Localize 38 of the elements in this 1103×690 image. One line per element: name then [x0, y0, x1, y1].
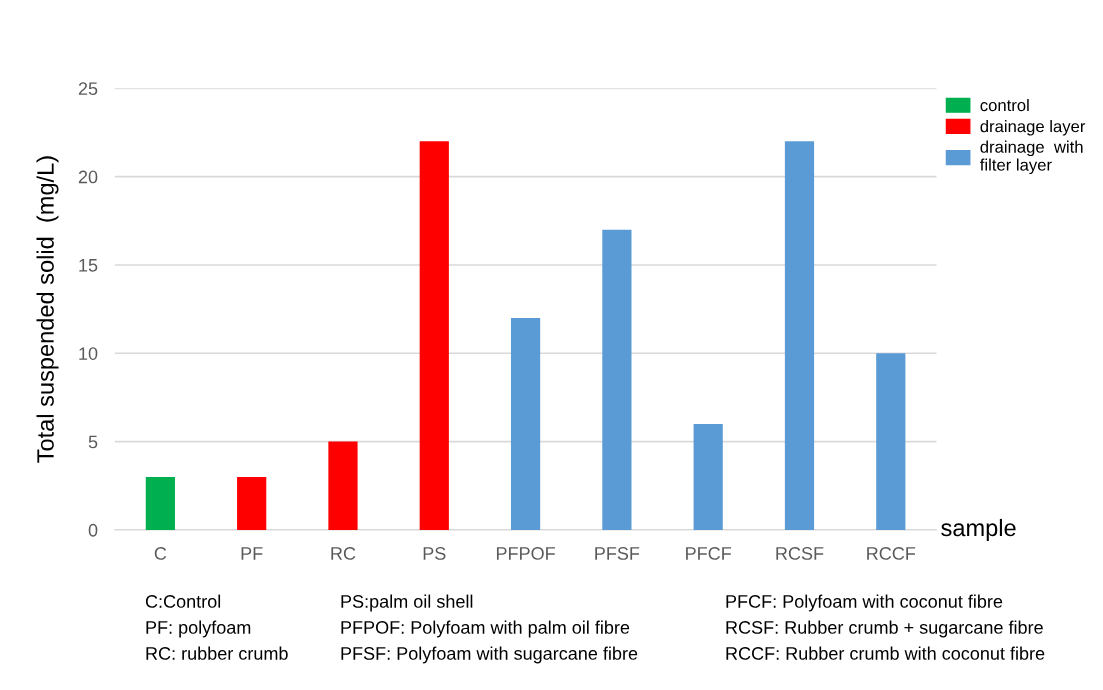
y-tick-label: 20	[78, 170, 98, 184]
legend-label: drainage layer	[980, 120, 1086, 136]
y-tick-label: 0	[88, 523, 98, 537]
text: RC: rubber crumb	[146, 646, 288, 660]
text: C:Control	[145, 594, 221, 608]
y-tick-label: 15	[79, 259, 98, 272]
bar	[419, 141, 449, 530]
bar	[510, 317, 541, 530]
x-tick-label: RC	[331, 547, 356, 560]
x-tick-label: PFCF	[686, 547, 732, 560]
bar	[237, 476, 267, 530]
x-tick-label: PFPOF	[496, 547, 555, 560]
bar	[602, 229, 632, 530]
bar	[784, 141, 815, 530]
x-tick-label: PS	[423, 547, 446, 560]
y-tick-label: 5	[88, 435, 98, 449]
legend-label: drainage with filter layer	[980, 140, 1083, 175]
y-tick-label: 25	[78, 82, 98, 96]
x-tick-label: RCSF	[776, 547, 824, 560]
text: PFPOF: Polyfoam with palm oil fibre	[341, 620, 630, 638]
text: PFSF: Polyfoam with sugarcane fibre	[341, 646, 638, 664]
text: RCSF: Rubber crumb + sugarcane fibre	[726, 620, 1043, 638]
x-tick-label: PF	[241, 547, 263, 560]
legend-label: control	[980, 98, 1029, 112]
text: RCCF: Rubber crumb with coconut fibre	[726, 646, 1045, 660]
bar	[693, 423, 723, 530]
bar	[145, 476, 175, 530]
x-tick-label: RCCF	[867, 547, 916, 560]
text: PS:palm oil shell	[341, 594, 473, 612]
x-tick-label: PFSF	[595, 547, 640, 560]
bar	[328, 441, 358, 530]
y-tick-label: 10	[79, 347, 98, 360]
x-axis-title: sample	[941, 518, 1016, 541]
text: PFCF: Polyfoam with coconut fibre	[726, 594, 1003, 612]
text: PF: polyfoam	[146, 620, 251, 638]
y-axis-title: Total suspended solid (mg/L)	[36, 156, 59, 463]
x-tick-label: C	[154, 547, 167, 560]
bar	[876, 353, 906, 530]
